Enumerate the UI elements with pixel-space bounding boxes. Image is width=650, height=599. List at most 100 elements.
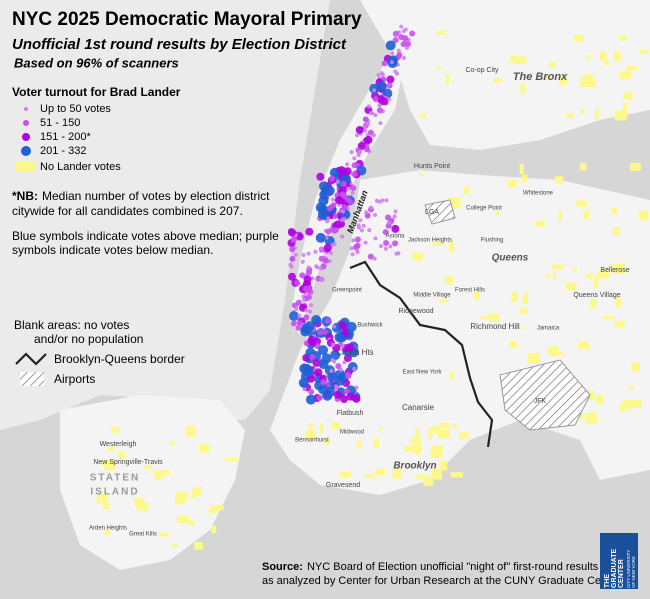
place-label: Co-op City — [465, 67, 499, 74]
vote-dot — [378, 121, 383, 126]
place-label: Bensonhurst — [295, 438, 329, 444]
vote-dot — [340, 344, 345, 349]
no-vote-patch — [436, 30, 446, 35]
place-label: JFK — [534, 398, 547, 405]
source-label: Source: — [262, 561, 303, 573]
vote-dot — [380, 198, 385, 203]
vote-dot — [381, 60, 388, 67]
vote-dot — [387, 97, 392, 102]
no-vote-patch — [428, 430, 433, 440]
vote-dot — [309, 303, 314, 308]
vote-dot — [370, 111, 375, 116]
no-vote-patch — [420, 112, 426, 118]
vote-dot — [325, 219, 330, 224]
vote-dot — [380, 97, 389, 106]
vote-dot — [302, 297, 307, 302]
no-vote-patch — [320, 423, 324, 433]
vote-dot — [359, 228, 364, 233]
vote-dot — [383, 246, 388, 251]
place-label: New Springville-Travis — [93, 459, 163, 466]
vote-dot — [335, 196, 344, 205]
place-label: Hunts Point — [414, 163, 450, 170]
vote-dot — [335, 363, 342, 370]
vote-dot — [371, 133, 376, 138]
no-vote-patch — [580, 109, 585, 115]
vote-dot — [386, 75, 395, 84]
vote-dot — [308, 388, 315, 395]
vote-dot — [316, 329, 323, 336]
place-label: Brooklyn — [393, 461, 436, 472]
no-vote-patch — [580, 163, 587, 171]
vote-dot — [341, 209, 346, 214]
place-label: Forest Hills — [455, 288, 485, 294]
logo-line: GRADUATE — [611, 549, 618, 588]
vote-dot — [314, 264, 319, 269]
vote-dot — [356, 223, 361, 228]
no-vote-patch — [439, 422, 450, 429]
no-vote-patch — [188, 520, 195, 526]
no-vote-patch — [134, 498, 144, 507]
no-vote-patch — [580, 77, 587, 87]
vote-dot — [354, 133, 359, 138]
vote-dot — [356, 151, 361, 156]
airport-symbol — [20, 372, 44, 386]
vote-dot — [351, 238, 356, 243]
vote-dot — [355, 125, 364, 134]
no-vote-patch — [630, 163, 641, 171]
vote-dot — [328, 251, 333, 256]
place-label: Astoria — [386, 234, 405, 240]
no-vote-patch — [101, 459, 112, 467]
vote-dot — [334, 332, 345, 343]
no-vote-patch — [611, 207, 618, 215]
place-label: Queens Village — [573, 292, 620, 299]
no-vote-patch — [373, 437, 380, 448]
vote-dot — [409, 30, 416, 37]
vote-dot — [333, 390, 342, 399]
place-label: Jamaica — [537, 326, 560, 332]
vote-dot — [345, 372, 352, 379]
vote-dot — [316, 394, 323, 401]
vote-dot — [312, 359, 321, 368]
blank-note: and/or no population — [34, 332, 143, 346]
vote-dot — [395, 71, 400, 76]
legend-label: No Lander votes — [40, 161, 121, 173]
vote-dot — [386, 220, 391, 225]
source-line: as analyzed by Center for Urban Research… — [262, 575, 623, 587]
vote-dot — [380, 72, 385, 77]
place-label: Bushwick — [357, 323, 383, 329]
vote-dot — [300, 259, 305, 264]
vote-dot — [405, 45, 410, 50]
no-vote-patch — [403, 445, 412, 452]
no-vote-patch — [619, 403, 627, 412]
no-vote-patch — [543, 75, 551, 81]
no-vote-patch — [552, 270, 557, 281]
no-vote-patch — [527, 353, 541, 364]
place-label: Great Kills — [129, 532, 157, 538]
new-jersey — [0, 0, 330, 430]
no-vote-patch — [210, 504, 224, 511]
no-vote-patch — [509, 55, 516, 62]
vote-dot — [342, 360, 347, 365]
vote-dot — [309, 353, 316, 360]
legend-symbol — [21, 146, 31, 156]
no-vote-patch — [639, 49, 649, 54]
vote-dot — [362, 116, 369, 123]
vote-dot — [303, 285, 310, 292]
vote-dot — [299, 272, 306, 279]
logo: THE GRADUATE CENTER CITY UNIVERSITY OF N… — [604, 549, 636, 588]
vote-dot — [361, 223, 366, 228]
vote-dot — [372, 88, 377, 93]
no-vote-patch — [198, 444, 210, 453]
no-vote-patch — [107, 446, 115, 451]
vote-dot — [294, 306, 299, 311]
vote-dot — [340, 395, 349, 404]
no-lander-areas — [96, 30, 649, 550]
vote-dot — [330, 350, 341, 361]
airport-lga — [424, 199, 456, 225]
logo-sub: OF NEW YORK — [631, 556, 636, 588]
no-vote-patch — [103, 529, 110, 535]
vote-dot — [320, 379, 327, 386]
no-vote-patch — [431, 468, 442, 480]
vote-dot — [296, 320, 303, 327]
no-vote-patch — [602, 315, 615, 320]
